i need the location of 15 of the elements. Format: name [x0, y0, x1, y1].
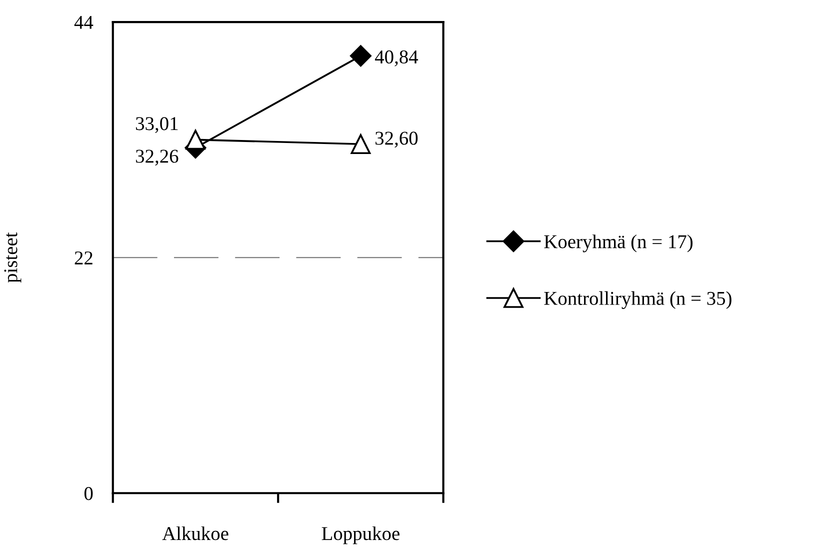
point	[350, 45, 372, 67]
y-tick-label: 0	[84, 486, 93, 500]
data-label: 32,26	[136, 150, 178, 166]
y-tick-label: 22	[74, 251, 92, 264]
point	[186, 130, 206, 150]
point	[350, 134, 371, 154]
data-label: 40,84	[374, 50, 418, 66]
y-axis-title: pisteet	[4, 232, 22, 283]
x-tick-label: Alkukoe	[162, 526, 228, 540]
legend-label: Kontrolliryhmä (n = 35)	[544, 291, 732, 309]
legend-label: Koeryhmä (n = 17)	[544, 234, 693, 252]
data-label: 32,60	[376, 132, 418, 148]
x-tick-label: Loppukoe	[322, 526, 400, 544]
data-label: 33,01	[136, 117, 178, 133]
y-tick-label: 44	[74, 16, 94, 29]
